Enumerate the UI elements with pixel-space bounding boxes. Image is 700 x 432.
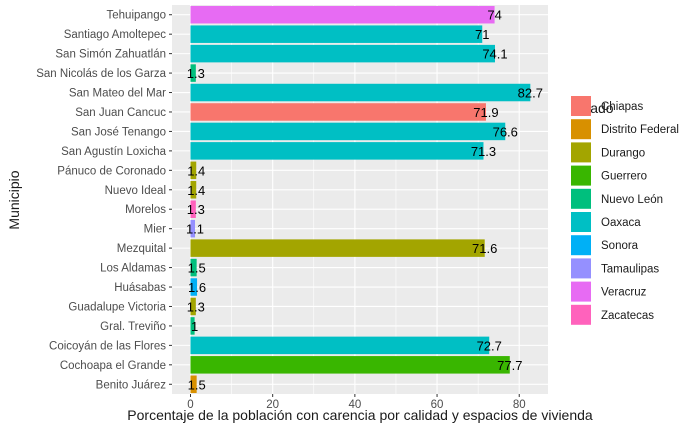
- legend-swatch: [571, 188, 591, 209]
- bar: [190, 5, 495, 24]
- bar: [190, 161, 197, 180]
- legend-label: Chiapas: [601, 101, 643, 113]
- bar-label: 1.6: [188, 280, 206, 295]
- y-tick-label: San Simón Zahuatlán: [55, 49, 166, 61]
- legend-label: Guerrero: [601, 171, 647, 183]
- legend-swatch: [571, 235, 591, 256]
- bar-label: 1.4: [187, 163, 205, 178]
- y-tick-label: Mier: [144, 224, 167, 236]
- legend-swatch: [571, 96, 591, 116]
- legend-swatch: [571, 212, 591, 232]
- plot-panel: [172, 5, 548, 394]
- y-tick-label: Cochoapa el Grande: [60, 360, 166, 372]
- legend-swatch: [571, 119, 591, 140]
- y-tick-label: San Agustín Loxicha: [61, 146, 166, 158]
- y-tick-label: Benito Juárez: [96, 379, 167, 391]
- legend-swatch: [571, 281, 591, 302]
- bar-label: 71.3: [471, 144, 496, 159]
- x-axis-title: Porcentaje de la población con carencia …: [127, 407, 593, 423]
- bar: [190, 297, 196, 316]
- bar-labels-group: 74 71 74.1 1.3 82.7 71.9 76.6 71.3 1.4 1.4 1.3 1.1 7…: [186, 8, 543, 393]
- legend-swatch: [571, 165, 591, 186]
- bar-label: 1: [191, 319, 198, 334]
- bar: [190, 317, 195, 335]
- legend-label: Durango: [601, 147, 645, 159]
- bar: [190, 219, 196, 238]
- bar-label: 71.6: [472, 241, 497, 256]
- bar-label: 1.1: [186, 222, 204, 237]
- bar: [190, 103, 486, 121]
- bar: [190, 181, 197, 199]
- y-tick-label: Mezquital: [117, 243, 166, 255]
- x-tick-label: 80: [513, 399, 526, 411]
- y-tick-label: Guadalupe Victoria: [68, 301, 166, 313]
- y-tick-label: Coicoyán de las Flores: [49, 340, 166, 352]
- y-tick-label: San José Tenango: [71, 126, 166, 138]
- bar-label: 74.1: [482, 47, 507, 62]
- bar: [190, 336, 490, 355]
- y-tick-label: San Juan Cancuc: [75, 107, 166, 119]
- bar-label: 1.5: [188, 261, 206, 276]
- bar: [190, 25, 483, 43]
- bar: [190, 375, 197, 394]
- bar: [190, 44, 495, 63]
- bar-label: 72.7: [477, 338, 502, 353]
- bar: [190, 142, 484, 160]
- y-tick-label: Huásabas: [114, 282, 166, 294]
- bar: [190, 258, 197, 277]
- bar-label: 82.7: [518, 86, 543, 101]
- y-tick-label: Morelos: [125, 204, 166, 216]
- bar-label: 1.5: [188, 377, 206, 392]
- y-axis: Tehuipango Santiago Amoltepec San Simón Za…: [36, 10, 172, 391]
- bar-label: 71.9: [473, 105, 498, 120]
- x-axis: 0 20 40 60 80: [187, 394, 526, 411]
- legend-label: Nuevo León: [601, 194, 663, 206]
- legend-label: Tamaulipas: [601, 263, 659, 275]
- y-tick-label: Gral. Treviño: [100, 321, 166, 333]
- legend-label: Zacatecas: [601, 310, 654, 322]
- bar: [190, 200, 196, 218]
- y-tick-label: Pánuco de Coronado: [57, 165, 166, 177]
- bar-label: 1.3: [187, 299, 205, 314]
- bar: [190, 83, 531, 102]
- legend-label: Oaxaca: [601, 217, 641, 229]
- bar-label: 1.4: [187, 183, 205, 198]
- bar: [190, 122, 506, 141]
- bar-label: 77.7: [497, 358, 522, 373]
- y-tick-label: Los Aldamas: [100, 263, 166, 275]
- bar-label: 76.6: [493, 124, 518, 139]
- x-tick-label: 0: [187, 399, 193, 411]
- bar-label: 1.3: [187, 66, 205, 81]
- x-tick-label: 20: [266, 399, 279, 411]
- bar-label: 1.3: [187, 202, 205, 217]
- legend-label: Sonora: [601, 240, 639, 252]
- legend-swatch: [571, 258, 591, 279]
- legend: Chiapas Distrito Federal Durango Guerrero Nu…: [571, 96, 679, 325]
- legend-label: Veracruz: [601, 287, 647, 299]
- bar-label: 74: [487, 8, 501, 23]
- x-tick-label: 40: [348, 399, 361, 411]
- legend-swatch: [571, 304, 591, 325]
- x-tick-label: 60: [431, 399, 444, 411]
- bar: [190, 239, 485, 257]
- y-tick-label: Tehuipango: [107, 10, 166, 22]
- bars-group: [190, 5, 531, 394]
- y-tick-label: Santiago Amoltepec: [64, 29, 167, 41]
- bar: [190, 278, 198, 296]
- legend-swatch: [571, 142, 591, 163]
- bar-label: 71: [475, 27, 489, 42]
- bar: [190, 64, 196, 82]
- y-axis-title: Municipio: [6, 170, 22, 229]
- y-tick-label: San Mateo del Mar: [69, 88, 166, 100]
- legend-label: Distrito Federal: [601, 124, 679, 136]
- y-tick-label: Nuevo Ideal: [105, 185, 166, 197]
- bar: [190, 356, 510, 374]
- y-tick-label: San Nicolás de los Garza: [36, 68, 166, 80]
